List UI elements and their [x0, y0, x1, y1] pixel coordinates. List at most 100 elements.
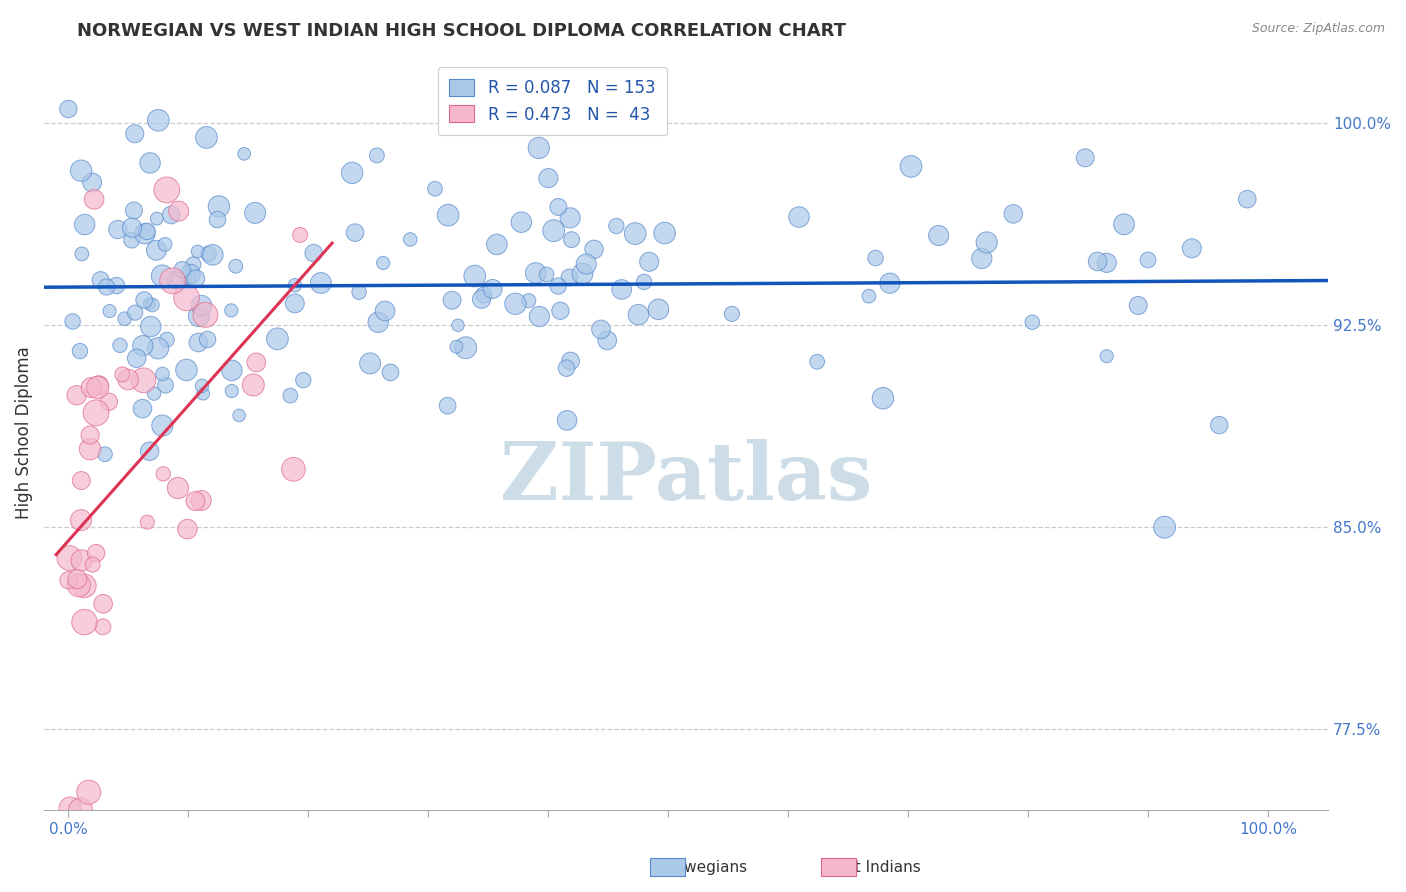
Point	[70, 513, 93, 527]
Point	[82, 558, 104, 572]
Point	[66, 388, 89, 402]
Point	[1181, 241, 1204, 255]
Point	[73, 579, 96, 593]
Point	[208, 199, 231, 213]
Point	[156, 183, 179, 197]
Point	[70, 553, 93, 567]
Point	[70, 474, 93, 488]
Point	[136, 515, 159, 529]
Point	[527, 141, 550, 155]
Text: Norwegians: Norwegians	[658, 860, 748, 874]
Point	[139, 319, 162, 334]
Point	[366, 148, 388, 162]
Point	[806, 355, 828, 369]
Point	[176, 291, 198, 305]
Point	[108, 338, 131, 352]
Point	[107, 222, 129, 236]
Point	[124, 127, 146, 141]
Point	[132, 339, 155, 353]
Point	[560, 211, 582, 225]
Point	[146, 211, 169, 226]
Point	[197, 333, 219, 347]
Text: Source: ZipAtlas.com: Source: ZipAtlas.com	[1251, 22, 1385, 36]
Point	[517, 293, 540, 308]
Point	[624, 227, 647, 241]
Point	[399, 232, 422, 246]
Point	[589, 322, 612, 336]
Point	[150, 418, 173, 433]
Y-axis label: High School Diploma: High School Diploma	[15, 346, 32, 519]
Point	[571, 267, 593, 281]
Point	[347, 285, 370, 300]
Point	[176, 363, 198, 377]
Point	[242, 378, 264, 392]
Point	[928, 228, 950, 243]
Point	[436, 399, 458, 413]
Point	[177, 270, 200, 285]
Point	[79, 442, 101, 456]
Point	[98, 304, 121, 318]
Point	[58, 551, 80, 566]
Point	[537, 171, 560, 186]
Point	[481, 282, 503, 296]
Point	[510, 215, 533, 229]
Point	[117, 372, 139, 386]
Point	[423, 182, 446, 196]
Point	[225, 259, 247, 273]
Point	[69, 803, 91, 817]
Point	[380, 366, 402, 380]
Point	[1208, 417, 1230, 432]
Point	[472, 288, 495, 302]
Point	[172, 262, 194, 277]
Point	[70, 247, 93, 261]
Point	[146, 341, 169, 355]
Point	[464, 269, 486, 284]
Point	[721, 307, 744, 321]
Point	[302, 246, 325, 260]
Point	[62, 314, 84, 328]
Point	[288, 227, 311, 242]
Point	[550, 303, 572, 318]
Point	[87, 380, 110, 394]
Point	[560, 354, 582, 368]
Point	[134, 227, 156, 241]
Point	[1021, 315, 1043, 329]
Point	[87, 378, 110, 392]
Point	[152, 467, 174, 481]
Point	[485, 237, 508, 252]
Point	[547, 200, 569, 214]
Point	[124, 306, 146, 320]
Point	[70, 163, 93, 178]
Point	[280, 388, 302, 402]
Point	[77, 785, 100, 799]
Point	[1095, 256, 1118, 270]
Text: West Indians: West Indians	[823, 860, 921, 874]
Point	[132, 373, 155, 387]
Point	[59, 801, 82, 815]
Point	[150, 268, 173, 283]
Point	[84, 406, 107, 420]
Point	[197, 247, 219, 261]
Point	[187, 244, 209, 259]
Point	[872, 391, 894, 405]
Point	[195, 130, 218, 145]
Point	[121, 233, 143, 247]
Point	[91, 620, 114, 634]
Point	[309, 276, 332, 290]
Point	[1095, 349, 1118, 363]
Point	[73, 218, 96, 232]
Point	[83, 192, 105, 206]
Point	[555, 413, 578, 427]
Point	[1153, 520, 1175, 534]
Point	[176, 522, 198, 536]
Point	[165, 273, 187, 287]
Point	[543, 224, 565, 238]
Point	[374, 304, 396, 318]
Point	[283, 462, 305, 476]
Point	[207, 212, 229, 227]
Point	[1136, 252, 1159, 267]
Point	[96, 280, 118, 294]
Point	[970, 252, 993, 266]
Legend: R = 0.087   N = 153, R = 0.473   N =  43: R = 0.087 N = 153, R = 0.473 N = 43	[437, 67, 666, 136]
Point	[69, 344, 91, 359]
